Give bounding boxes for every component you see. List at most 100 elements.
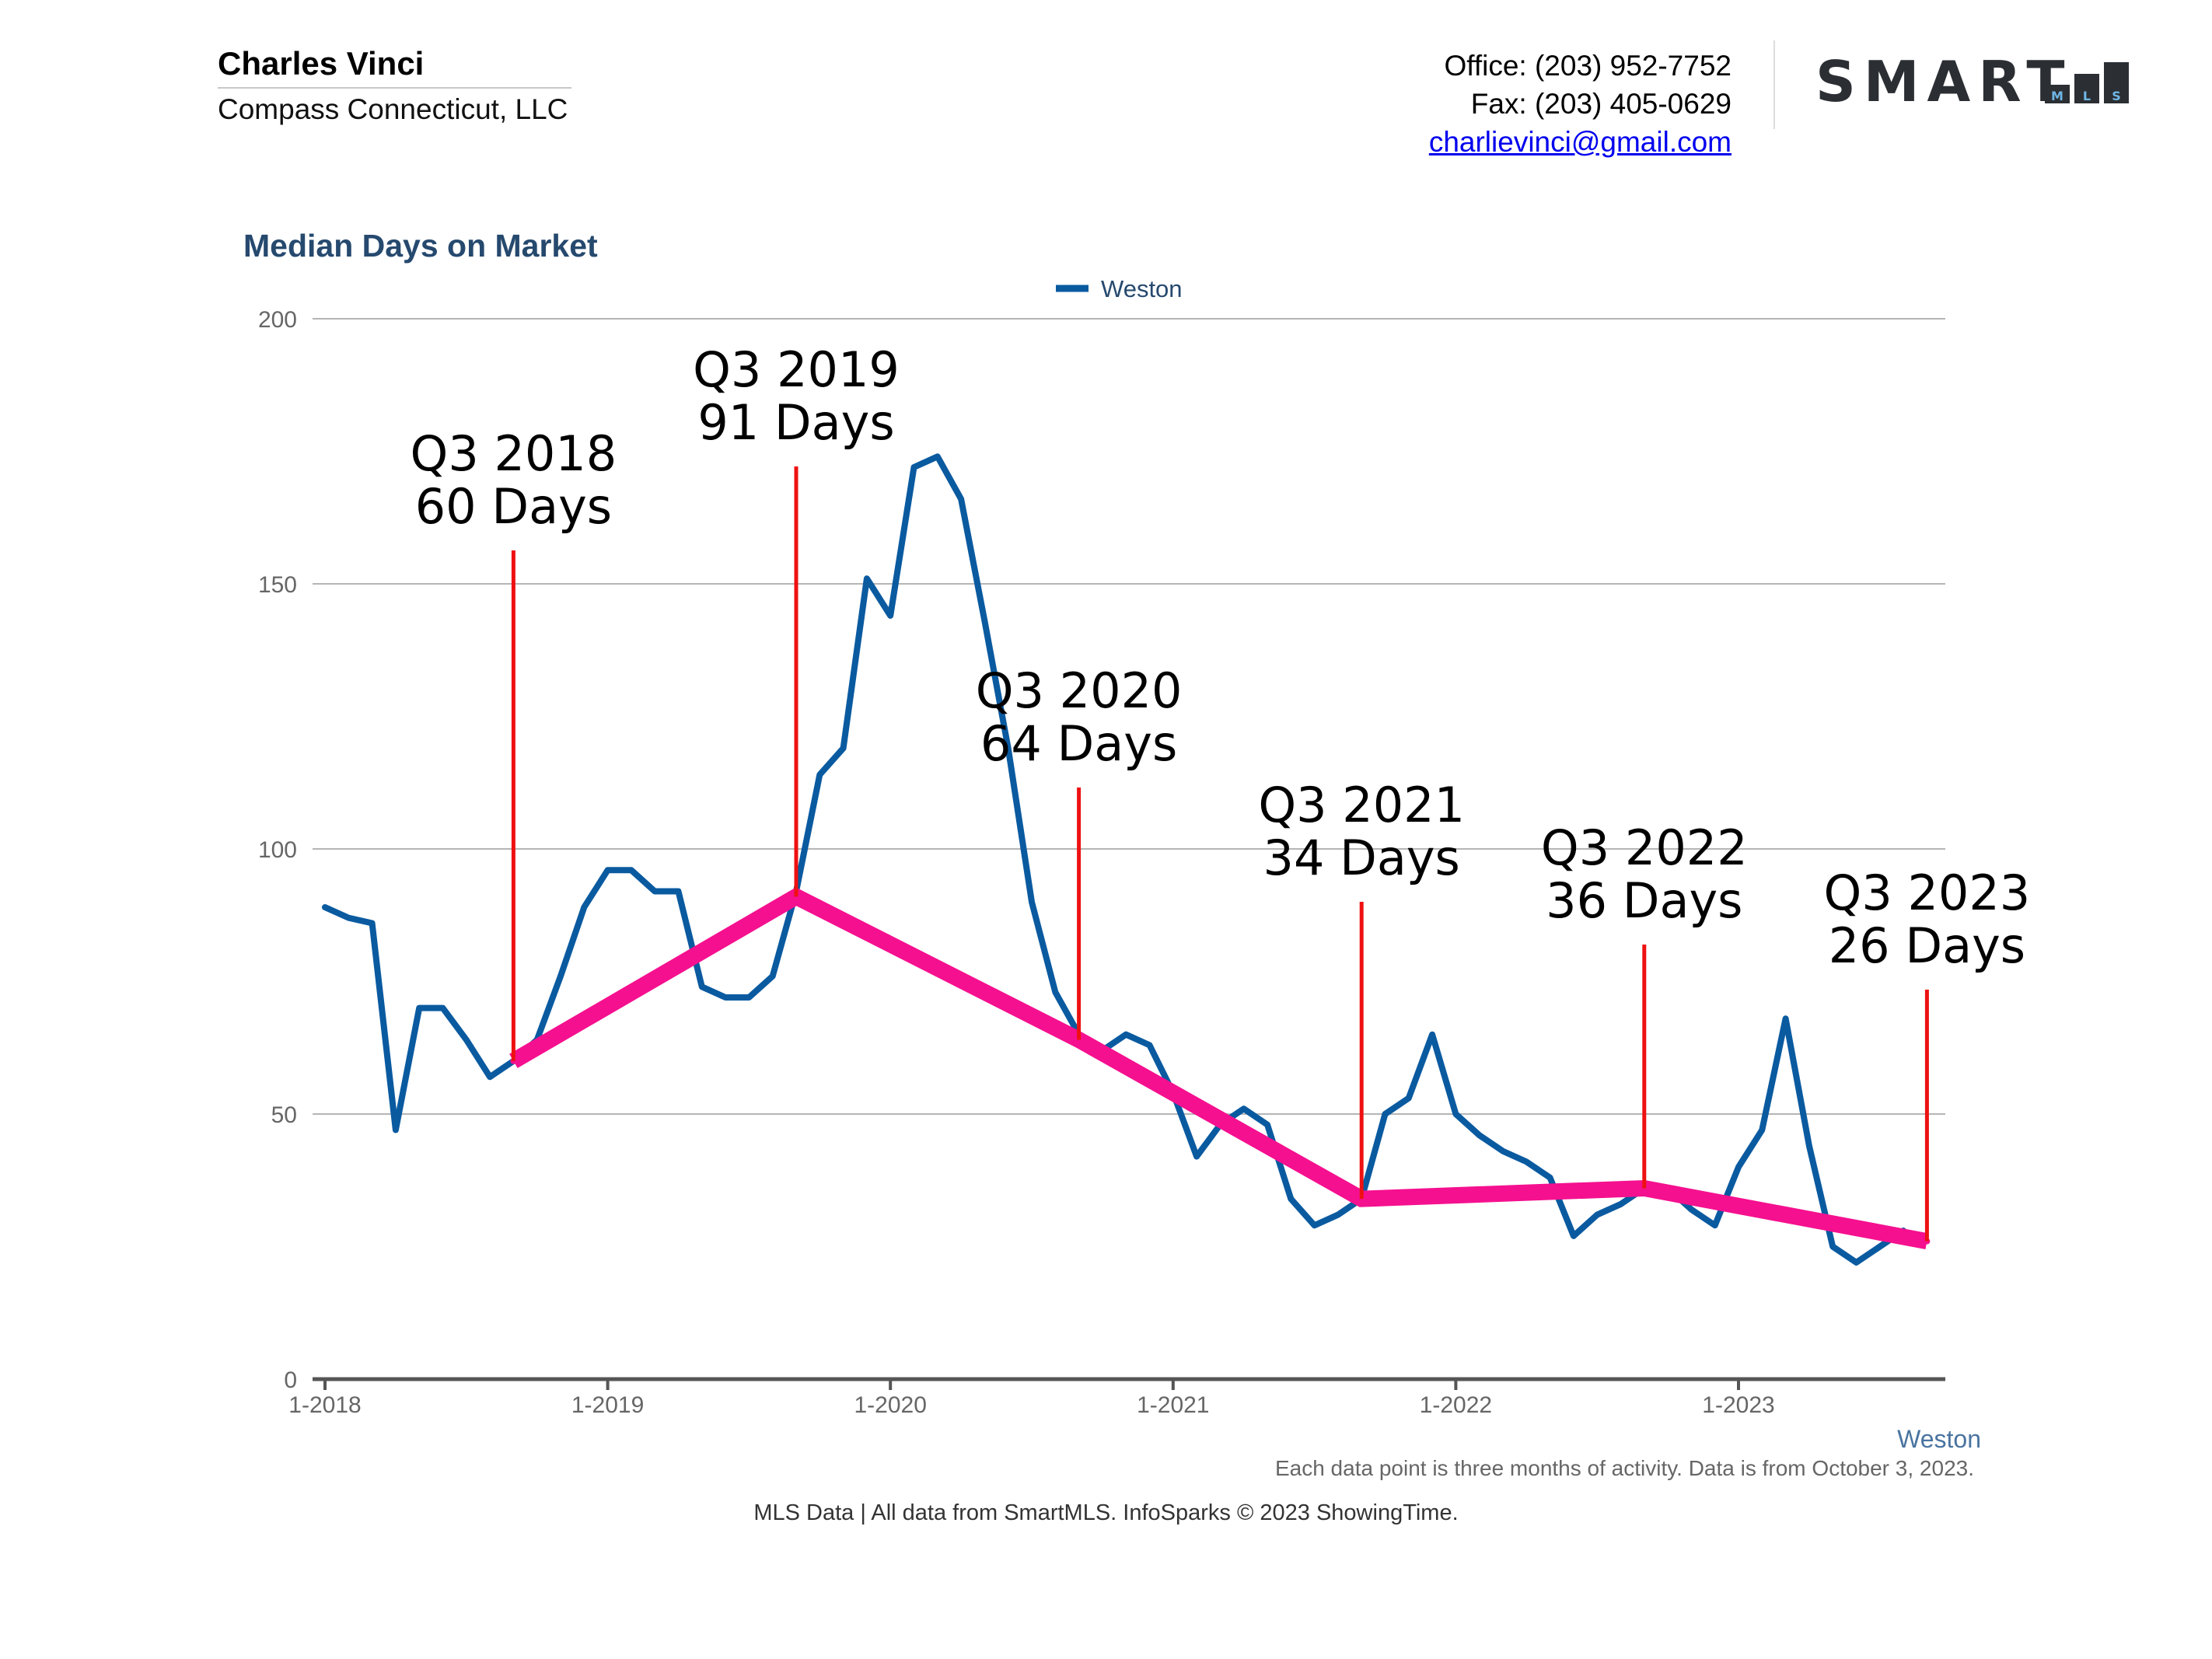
footer-note: Each data point is three months of activ… bbox=[1274, 1456, 1974, 1480]
y-tick-label: 100 bbox=[258, 837, 297, 863]
x-tick-label: 1-2021 bbox=[1137, 1392, 1209, 1418]
fax-number: Fax: (203) 405-0629 bbox=[1470, 88, 1732, 120]
weston-data-point bbox=[1878, 1245, 1882, 1249]
annotation-days: 36 Days bbox=[1546, 872, 1742, 929]
weston-data-point bbox=[1053, 990, 1057, 994]
weston-data-point bbox=[1336, 1213, 1340, 1217]
weston-data-point bbox=[441, 1006, 445, 1011]
y-tick-label: 50 bbox=[271, 1102, 297, 1128]
weston-data-point bbox=[912, 465, 916, 470]
weston-data-point bbox=[959, 497, 963, 501]
weston-data-point bbox=[1830, 1245, 1835, 1249]
email-link[interactable]: charlievinci@gmail.com bbox=[1428, 126, 1732, 158]
weston-data-point bbox=[629, 868, 634, 872]
header-separator bbox=[1773, 40, 1775, 129]
footer-source: MLS Data | All data from SmartMLS. InfoS… bbox=[753, 1500, 1459, 1525]
x-axis-label: Weston bbox=[1897, 1425, 1981, 1453]
weston-data-point bbox=[982, 619, 987, 623]
axis-layer: 0 50 100 150 200 1-2018 1-2019 1-2020 1-2021 1-20… bbox=[258, 307, 1981, 1453]
y-tick-label: 200 bbox=[258, 307, 297, 333]
logo-letter-m: M bbox=[2051, 89, 2063, 103]
weston-data-point bbox=[464, 1038, 469, 1043]
weston-data-point bbox=[1148, 1043, 1151, 1047]
weston-data-point bbox=[1571, 1234, 1576, 1238]
weston-data-point bbox=[746, 995, 751, 1000]
weston-data-point bbox=[723, 995, 728, 1000]
weston-data-point bbox=[1029, 899, 1034, 904]
weston-data-point bbox=[1477, 1133, 1482, 1137]
weston-data-point bbox=[582, 905, 586, 910]
weston-data-point bbox=[1759, 1127, 1764, 1132]
chart-title: Median Days on Market bbox=[243, 228, 598, 264]
contact-block: Office: (203) 952-7752 Fax: (203) 405-06… bbox=[1429, 47, 1732, 161]
weston-data-point bbox=[1194, 1154, 1199, 1159]
weston-data-point bbox=[606, 868, 610, 872]
logo-letter-s: S bbox=[2112, 89, 2121, 103]
weston-data-point bbox=[865, 576, 869, 581]
weston-data-point bbox=[1453, 1112, 1458, 1116]
weston-data-point bbox=[1383, 1112, 1387, 1116]
weston-data-point bbox=[1595, 1213, 1599, 1217]
annotation-quarter: Q3 2019 bbox=[693, 341, 900, 398]
annotation-days: 34 Days bbox=[1263, 830, 1460, 886]
annotation-days: 64 Days bbox=[980, 715, 1177, 772]
weston-data-point bbox=[817, 773, 822, 777]
annotation-quarter: Q3 2018 bbox=[411, 425, 617, 482]
y-tick-label: 0 bbox=[284, 1367, 297, 1393]
weston-data-point bbox=[888, 613, 893, 618]
weston-data-point bbox=[1524, 1159, 1529, 1164]
x-tick-label: 1-2020 bbox=[854, 1392, 926, 1418]
x-tick-label: 1-2023 bbox=[1702, 1392, 1774, 1418]
weston-data-point bbox=[1854, 1260, 1858, 1265]
agent-company: Compass Connecticut, LLC bbox=[218, 93, 568, 125]
weston-data-point bbox=[1407, 1096, 1411, 1101]
weston-data-point bbox=[487, 1074, 492, 1079]
legend-layer: Weston bbox=[1056, 275, 1183, 302]
weston-data-point bbox=[935, 454, 940, 459]
weston-data-point bbox=[1123, 1032, 1128, 1037]
weston-data-point bbox=[1430, 1032, 1434, 1037]
q3-trend-line bbox=[509, 887, 1929, 1250]
weston-data-point bbox=[1713, 1223, 1718, 1228]
weston-data-point bbox=[346, 916, 351, 920]
weston-data-point bbox=[1312, 1223, 1317, 1228]
weston-data-point bbox=[700, 984, 704, 989]
weston-data-point bbox=[323, 905, 327, 910]
x-tick-label: 1-2018 bbox=[288, 1392, 361, 1418]
weston-data-point bbox=[841, 746, 846, 750]
weston-data-point bbox=[652, 889, 657, 894]
weston-data-point bbox=[393, 1127, 398, 1132]
logo-letter-l: L bbox=[2083, 89, 2091, 103]
logo-text: SMART bbox=[1815, 49, 2073, 114]
weston-data-point bbox=[1548, 1175, 1553, 1180]
weston-data-point bbox=[1242, 1106, 1246, 1111]
y-tick-label: 150 bbox=[258, 572, 297, 598]
annotation-quarter: Q3 2020 bbox=[976, 662, 1183, 719]
weston-data-point bbox=[1736, 1165, 1741, 1169]
agent-divider bbox=[218, 87, 571, 89]
annotation-quarter: Q3 2021 bbox=[1258, 777, 1465, 833]
smartmls-logo: SMART M L S bbox=[1815, 54, 2129, 110]
x-tick-label: 1-2019 bbox=[571, 1392, 644, 1418]
weston-data-point bbox=[1288, 1196, 1293, 1201]
annotation-days: 26 Days bbox=[1829, 917, 2025, 974]
annotation-days: 91 Days bbox=[697, 394, 894, 451]
x-tick-label: 1-2022 bbox=[1420, 1392, 1492, 1418]
logo-bars-icon: M L S bbox=[2045, 62, 2129, 103]
weston-data-point bbox=[1619, 1202, 1623, 1207]
weston-data-point bbox=[1689, 1207, 1693, 1212]
annotation-quarter: Q3 2023 bbox=[1824, 864, 2031, 921]
weston-data-point bbox=[676, 889, 680, 894]
annotation-days: 60 Days bbox=[415, 478, 612, 535]
weston-data-point bbox=[417, 1006, 421, 1011]
weston-data-point bbox=[370, 920, 375, 925]
weston-data-point bbox=[558, 974, 563, 979]
legend-label: Weston bbox=[1101, 275, 1183, 302]
weston-data-point bbox=[1501, 1149, 1505, 1154]
agent-name: Charles Vinci bbox=[218, 45, 425, 82]
weston-data-point bbox=[1265, 1123, 1270, 1127]
weston-data-point bbox=[1784, 1016, 1788, 1021]
weston-data-point bbox=[771, 974, 775, 979]
